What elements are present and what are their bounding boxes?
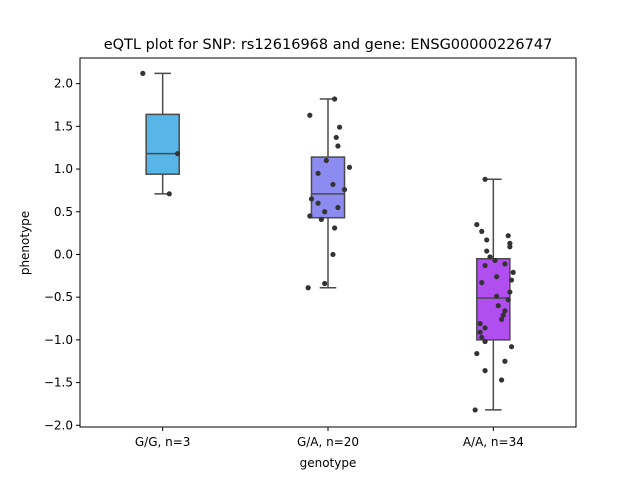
data-point [323, 157, 329, 164]
data-point [474, 350, 480, 357]
data-point [482, 325, 488, 331]
data-point [335, 143, 341, 149]
data-point [482, 262, 488, 269]
data-point [479, 334, 485, 340]
data-point [322, 209, 328, 215]
y-tick-label: −0.5 [44, 290, 73, 304]
data-point [479, 280, 485, 286]
data-point [508, 277, 515, 283]
box-iqr [145, 113, 180, 175]
data-point [333, 134, 339, 141]
data-point [477, 329, 483, 335]
data-point [499, 316, 505, 322]
y-tick-label: 2.0 [54, 77, 73, 91]
data-point [507, 244, 513, 250]
data-point [474, 221, 480, 228]
y-axis-label: phenotype [18, 211, 32, 275]
data-point [346, 164, 353, 170]
data-point [307, 213, 313, 219]
data-point [502, 358, 508, 364]
data-point [494, 274, 500, 280]
chart-title: eQTL plot for SNP: rs12616968 and gene: … [104, 37, 553, 53]
data-point [332, 96, 338, 102]
data-point [484, 248, 490, 254]
y-tick-label: −1.5 [44, 376, 73, 390]
y-tick-label: 1.5 [54, 119, 73, 133]
y-tick-label: 1.0 [54, 162, 73, 176]
data-point [318, 216, 324, 223]
data-point [505, 297, 511, 303]
box-iqr [476, 257, 511, 341]
data-point [495, 303, 501, 309]
data-point [479, 228, 485, 234]
data-point [332, 225, 338, 231]
data-point [502, 261, 508, 267]
data-point [505, 233, 511, 239]
data-point [484, 237, 490, 243]
box-group [476, 178, 511, 411]
y-axis: 2.0 1.5 1.0 0.5 0.0 −0.5 −1.0 −1.5 −2.0 [44, 77, 80, 432]
x-tick-label: G/G, n=3 [135, 435, 191, 449]
points-layer [140, 70, 516, 413]
data-point [335, 204, 341, 211]
data-point [305, 285, 311, 291]
data-point [330, 251, 336, 258]
data-point [492, 257, 498, 264]
data-point [341, 186, 348, 193]
data-point [507, 289, 513, 295]
data-point [472, 407, 478, 413]
data-point [482, 176, 488, 182]
data-point [330, 181, 336, 188]
y-tick-label: −1.0 [44, 333, 73, 347]
data-point [494, 293, 500, 299]
boxes-layer [145, 72, 511, 411]
data-point [166, 191, 172, 197]
data-point [322, 280, 328, 287]
data-point [308, 196, 315, 202]
data-point [315, 200, 321, 206]
data-point [502, 308, 508, 314]
x-tick-label: G/A, n=20 [297, 435, 359, 449]
y-tick-label: 0.0 [54, 247, 73, 261]
data-point [487, 254, 493, 260]
box-group [145, 72, 180, 195]
y-tick-label: −2.0 [44, 418, 73, 432]
data-point [482, 368, 488, 374]
x-axis: G/G, n=3 G/A, n=20 A/A, n=34 [135, 427, 524, 449]
x-axis-label: genotype [300, 456, 357, 470]
data-point [336, 124, 343, 130]
data-point [499, 377, 505, 383]
data-point [140, 70, 146, 76]
data-point [510, 269, 516, 275]
data-point [307, 112, 313, 118]
data-point [315, 170, 321, 176]
data-point [174, 151, 181, 157]
data-point [508, 344, 515, 350]
y-tick-label: 0.5 [54, 205, 73, 219]
x-tick-label: A/A, n=34 [463, 435, 524, 449]
data-point [477, 321, 483, 327]
data-point [500, 312, 506, 318]
box-group [310, 98, 346, 289]
data-point [482, 338, 488, 345]
